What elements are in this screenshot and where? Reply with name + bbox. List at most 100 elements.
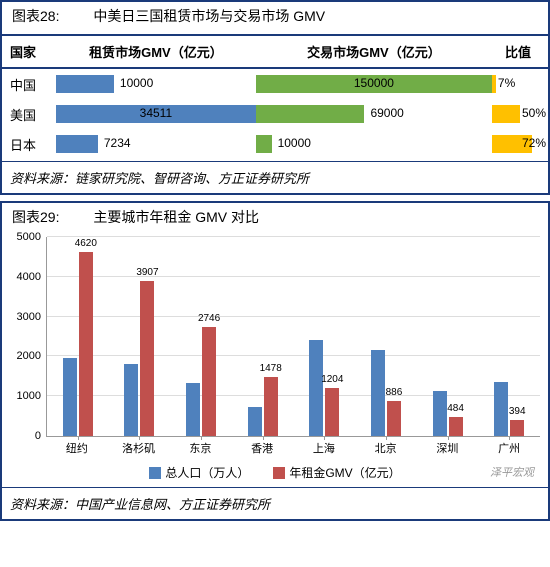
bar-group: 3907 [109,237,171,436]
bar-group: 2746 [170,237,232,436]
x-tick [139,436,140,440]
x-tick [78,436,79,440]
header-country: 国家 [2,42,56,61]
y-tick-label: 2000 [17,350,41,362]
table-row: 美国 34511 69000 50% [2,99,548,129]
bar [124,364,138,436]
ratio-bar-label: 72% [522,136,546,150]
legend-item-gmv: 年租金GMV（亿元） [273,464,400,481]
bar-group: 1204 [294,237,356,436]
rent-bar-label: 7234 [104,136,131,150]
trade-bar-cell: 150000 [256,74,492,94]
ratio-bar-cell: 72% [492,134,548,154]
trade-bar-label: 150000 [354,76,394,90]
chart-29-number: 图表29: [12,209,59,225]
bar-value-label: 2746 [198,313,220,324]
x-tick-label: 洛杉矶 [108,440,170,456]
bar-value-label: 4620 [75,238,97,249]
bar-group: 1478 [232,237,294,436]
bar-group: 394 [478,237,540,436]
bar-group: 484 [417,237,479,436]
bar: 1204 [325,388,339,436]
header-rent: 租赁市场GMV（亿元） [56,42,256,61]
watermark-text: 泽平宏观 [490,464,534,480]
chart-28-rows: 中国 10000 150000 7% 美国 34511 69000 50% 日本 7234 1000… [2,69,548,159]
trade-bar-label: 10000 [278,136,311,150]
chart-29-x-axis: 纽约洛杉矶东京香港上海北京深圳广州 [46,437,540,456]
bar [433,391,447,436]
ratio-bar [492,105,520,123]
ratio-bar [492,75,496,93]
ratio-bar-cell: 7% [492,74,548,94]
trade-bar-label: 69000 [370,106,403,120]
bar: 2746 [202,327,216,436]
chart-28-panel: 图表28: 中美日三国租赁市场与交易市场 GMV 国家 租赁市场GMV（亿元） … [0,0,550,195]
y-tick-label: 4000 [17,271,41,283]
y-tick-label: 0 [35,430,41,442]
x-tick [263,436,264,440]
rent-bar-label: 10000 [120,76,153,90]
chart-29-plot-area: 010002000300040005000 462039072746147812… [2,235,548,485]
header-trade: 交易市场GMV（亿元） [256,42,492,61]
x-tick-label: 深圳 [417,440,479,456]
trade-bar-cell: 69000 [256,104,492,124]
ratio-bar-cell: 50% [492,104,548,124]
chart-28-heading: 图表28: 中美日三国租赁市场与交易市场 GMV [2,2,548,34]
legend-label-gmv: 年租金GMV（亿元） [289,464,400,481]
bar-value-label: 3907 [136,267,158,278]
chart-29-legend: 总人口（万人） 年租金GMV（亿元） [10,464,540,481]
cell-country: 美国 [2,105,56,124]
x-tick [201,436,202,440]
x-tick-label: 香港 [231,440,293,456]
rent-bar-label: 34511 [140,106,172,120]
cell-country: 中国 [2,75,56,94]
ratio-bar-label: 50% [522,106,546,120]
chart-29-bar-groups: 4620 3907 2746 1478 1204 886 484 394 [47,237,540,436]
chart-28-title: 中美日三国租赁市场与交易市场 GMV [93,8,325,24]
table-row: 中国 10000 150000 7% [2,69,548,99]
header-ratio: 比值 [492,42,548,61]
chart-28-source: 资料来源：链家研究院、智研咨询、方正证券研究所 [2,162,548,193]
rent-bar [56,135,98,153]
rent-bar-cell: 34511 [56,104,256,124]
chart-29-plot: 010002000300040005000 462039072746147812… [46,237,540,437]
bar-value-label: 394 [509,406,526,417]
x-tick [324,436,325,440]
x-tick-label: 东京 [170,440,232,456]
chart-28-number: 图表28: [12,8,59,24]
bar [309,340,323,436]
y-tick-label: 3000 [17,311,41,323]
bar: 4620 [79,252,93,436]
x-tick-label: 北京 [355,440,417,456]
bar [494,382,508,436]
legend-item-population: 总人口（万人） [149,464,249,481]
chart-29-heading: 图表29: 主要城市年租金 GMV 对比 [2,203,548,235]
bar [371,350,385,436]
bar [186,383,200,436]
cell-country: 日本 [2,135,56,154]
legend-swatch-gmv [273,467,285,479]
chart-29-title: 主要城市年租金 GMV 对比 [93,209,259,225]
bar: 1478 [264,377,278,436]
bar: 886 [387,401,401,436]
trade-bar [256,135,272,153]
bar-group: 886 [355,237,417,436]
bar-value-label: 1478 [260,363,282,374]
legend-label-population: 总人口（万人） [165,464,249,481]
bar [63,358,77,436]
bar: 3907 [140,281,154,436]
x-tick [386,436,387,440]
rent-bar [56,75,114,93]
trade-bar [256,105,365,123]
trade-bar-cell: 10000 [256,134,492,154]
table-row: 日本 7234 10000 72% [2,129,548,159]
bar-value-label: 886 [386,387,403,398]
x-tick-label: 广州 [478,440,540,456]
x-tick [448,436,449,440]
x-tick-label: 纽约 [46,440,108,456]
y-tick-label: 1000 [17,390,41,402]
y-tick-label: 5000 [17,231,41,243]
chart-29-y-axis: 010002000300040005000 [11,237,43,436]
x-tick-label: 上海 [293,440,355,456]
bar-value-label: 1204 [321,374,343,385]
